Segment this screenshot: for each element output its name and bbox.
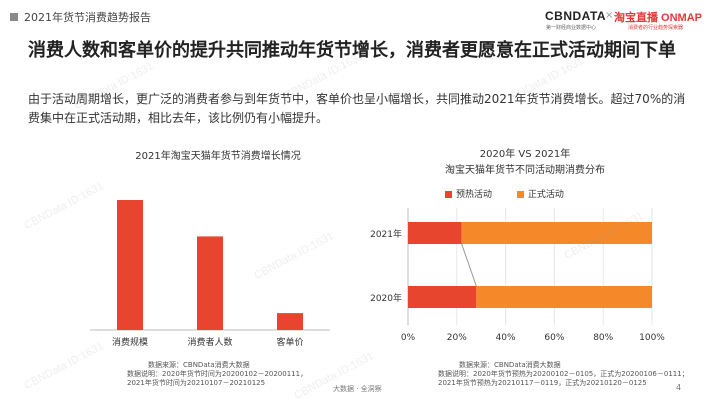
page-number: 4 xyxy=(676,383,682,392)
bar-segment-0-0 xyxy=(408,222,462,244)
bar-segment-0-1 xyxy=(461,222,652,244)
left-source-line-1: 数据说明：2020年货节时间为20200102－20200111， xyxy=(127,370,308,378)
legend-swatch-preheat xyxy=(445,191,452,198)
taobao-live-logo-subtitle: 消费者的行业趋势探索器 xyxy=(628,25,684,31)
left-source-label: 数据来源：CBNData消费大数据 xyxy=(148,361,250,369)
logo-separator: × xyxy=(605,10,614,21)
legend-label-preheat: 预热活动 xyxy=(456,190,493,200)
x-tick-label: 60% xyxy=(544,333,564,343)
header-marker xyxy=(10,13,18,21)
cbndata-logo-subtitle: 第一财经商业数据中心 xyxy=(546,25,597,31)
right-source-label: 数据来源：CBNData消费大数据 xyxy=(459,361,561,369)
right-chart-legend: 预热活动 正式活动 xyxy=(445,187,586,200)
bar-2 xyxy=(277,313,303,330)
bar-segment-1-0 xyxy=(408,286,477,308)
left-data-source: 数据来源：CBNData消费大数据 数据说明：2020年货节时间为2020010… xyxy=(127,361,307,388)
bar-1 xyxy=(197,236,223,330)
x-tick-label: 消费规模 xyxy=(112,336,148,348)
connector-line xyxy=(461,243,477,287)
bar-segment-1-1 xyxy=(476,286,652,308)
y-tick-label: 2021年 xyxy=(370,228,402,240)
page-headline: 消费人数和客单价的提升共同推动年货节增长，消费者更愿意在正式活动期间下单 xyxy=(28,40,676,61)
x-tick-label: 客单价 xyxy=(276,336,303,348)
report-title: 2021年货节消费趋势报告 xyxy=(24,11,151,24)
intro-paragraph: 由于活动周期增长，更广泛的消费者参与到年货节中，客单价也呈小幅增长，共同推动20… xyxy=(28,92,686,125)
right-source-line-2: 2021年货节预热为20210117－0119，正式为20210120－0125 xyxy=(438,379,647,387)
legend-item-preheat: 预热活动 xyxy=(445,187,492,200)
x-tick-label: 80% xyxy=(593,333,613,343)
right-source-line-1: 数据说明：2020年货节预热为20200102－0105，正式为20200106… xyxy=(438,370,689,378)
y-tick-label: 2020年 xyxy=(370,292,402,304)
legend-item-formal: 正式活动 xyxy=(516,187,564,200)
taobao-live-logo: 淘宝直播 ONMAP xyxy=(614,12,702,24)
x-tick-label: 0% xyxy=(401,333,416,343)
x-tick-label: 40% xyxy=(496,333,516,343)
right-data-source: 数据来源：CBNData消费大数据 数据说明：2020年货节预热为2020010… xyxy=(438,361,689,388)
legend-swatch-formal xyxy=(516,191,524,198)
x-tick-label: 100% xyxy=(639,333,665,343)
left-chart-title: 2021年淘宝天猫年货节消费增长情况 xyxy=(135,151,301,162)
x-tick-label: 20% xyxy=(447,333,467,343)
right-chart-subtitle: 淘宝天猫年货节不同活动期消费分布 xyxy=(445,165,605,176)
bar-0 xyxy=(117,200,143,330)
legend-label-formal: 正式活动 xyxy=(527,190,564,200)
right-chart-title: 2020年 VS 2021年 xyxy=(479,149,571,160)
footer-slogan: 大数据 · 全洞察 xyxy=(333,385,382,393)
cbndata-logo: CBNDATA xyxy=(545,9,607,23)
x-tick-label: 消费者人数 xyxy=(187,336,232,348)
left-source-line-2: 2021年货节时间为20210107－20210125 xyxy=(127,379,266,387)
